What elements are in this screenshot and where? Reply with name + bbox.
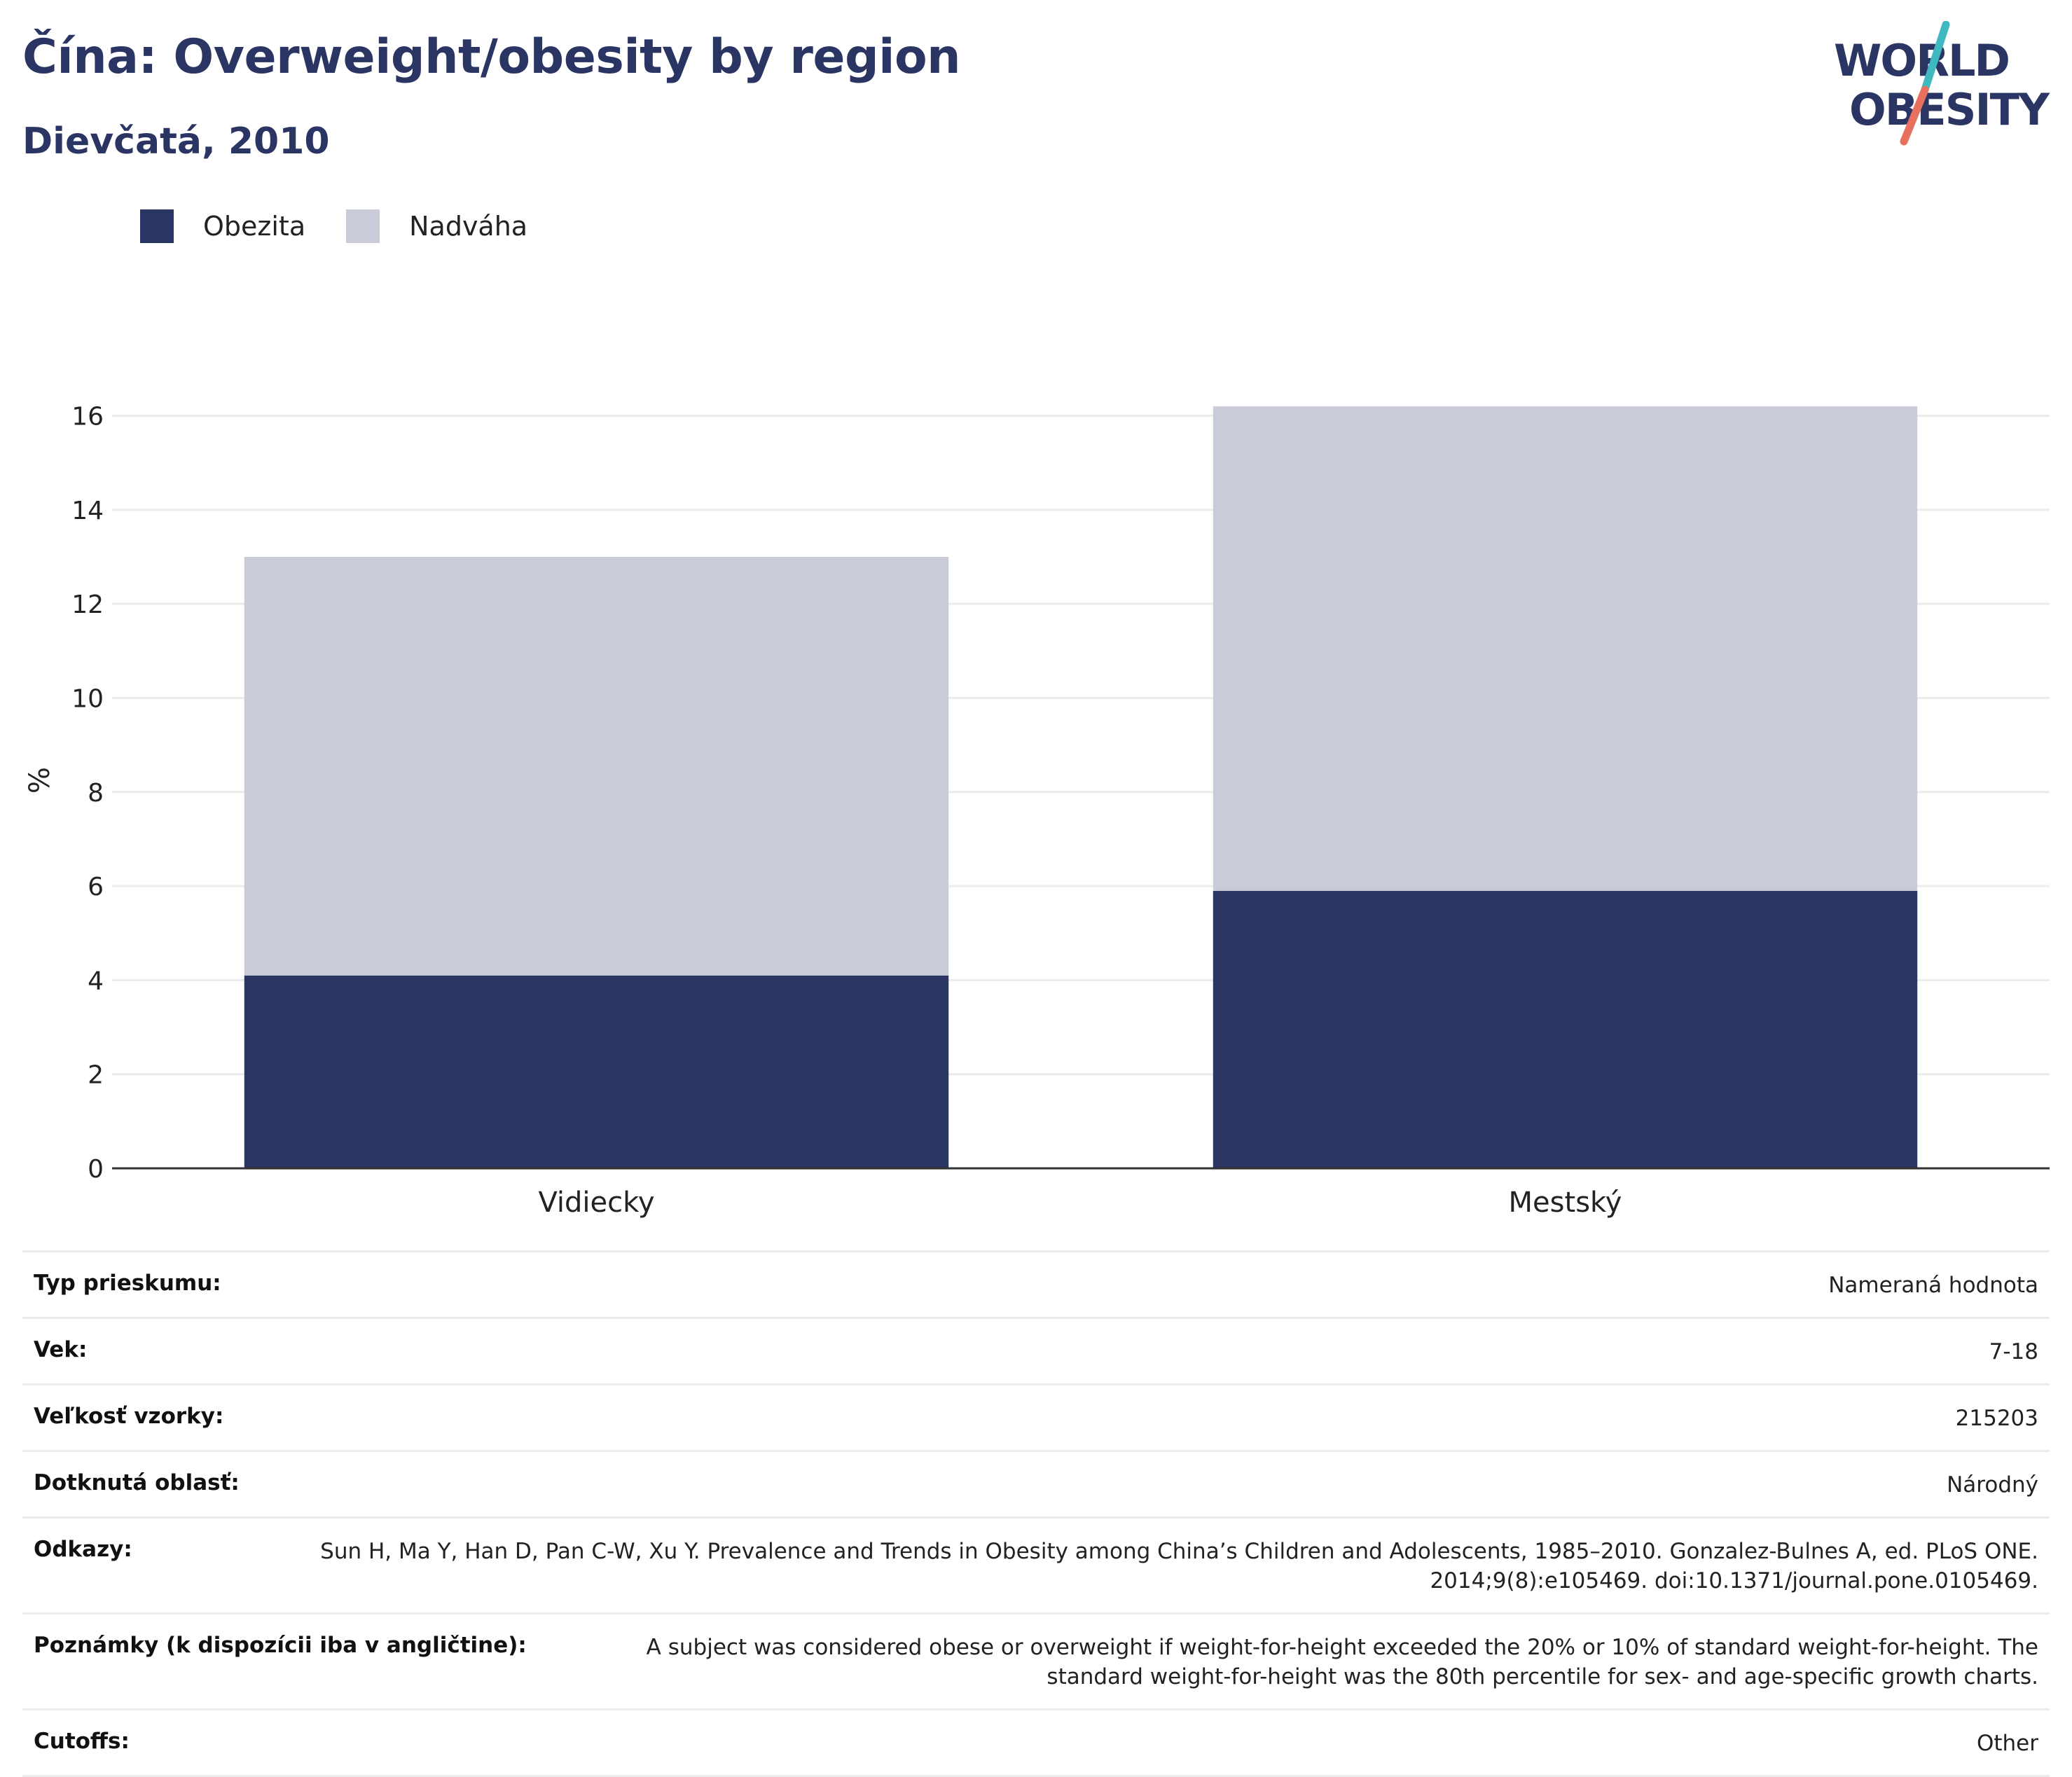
bar-obesity-rural[interactable] (244, 975, 949, 1168)
y-tick-label: 6 (88, 873, 104, 901)
bar-overweight-urban[interactable] (1213, 406, 1918, 891)
stacked-bar-chart: 0 2 4 6 8 10 12 14 16% Vidiecky Mestský (24, 403, 2050, 1219)
logo-line1: WORLD (1834, 35, 2010, 86)
info-value: Národný (1947, 1472, 2038, 1498)
chart-legend: Obezita Nadváha (140, 207, 568, 245)
info-label: Veľkosť vzorky: (34, 1404, 224, 1429)
y-tick-label: 2 (88, 1061, 104, 1090)
info-label: Odkazy: (34, 1537, 132, 1562)
y-tick-label: 16 (71, 403, 104, 431)
y-tick-label: 0 (88, 1155, 104, 1184)
logo-slash-bottom (1900, 85, 1929, 146)
info-value: A subject was considered obese or overwe… (646, 1635, 2038, 1689)
world-obesity-logo: WORLD OBESITY (1834, 21, 2050, 146)
y-tick-label: 12 (71, 590, 104, 619)
y-tick-label: 14 (71, 497, 104, 525)
info-row-age: Vek: 7-18 (22, 1317, 2050, 1383)
bar-overweight-rural[interactable] (244, 557, 949, 976)
legend-label-overweight: Nadváha (409, 211, 528, 242)
page-title: Čína: Overweight/obesity by region (22, 29, 961, 85)
info-value: Other (1976, 1731, 2038, 1756)
info-label: Dotknutá oblasť: (34, 1470, 240, 1495)
info-row-survey-type: Typ prieskumu: Nameraná hodnota (22, 1250, 2050, 1317)
bar-obesity-urban[interactable] (1213, 890, 1918, 1168)
info-label: Cutoffs: (34, 1729, 130, 1754)
y-tick-label: 8 (88, 779, 104, 808)
info-row-sample-size: Veľkosť vzorky: 215203 (22, 1383, 2050, 1450)
info-value: 7-18 (1989, 1339, 2038, 1364)
survey-info-table: Typ prieskumu: Nameraná hodnota Vek: 7-1… (22, 1250, 2050, 1777)
info-row-references: Odkazy: Sun H, Ma Y, Han D, Pan C-W, Xu … (22, 1516, 2050, 1612)
info-row-cutoffs: Cutoffs: Other (22, 1708, 2050, 1777)
y-tick-label: 4 (88, 967, 104, 995)
info-label: Poznámky (k dispozícii iba v angličtine)… (34, 1633, 527, 1658)
page-subtitle: Dievčatá, 2010 (22, 120, 330, 163)
logo-line2: OBESITY (1849, 84, 2050, 135)
y-tick-label: 10 (71, 684, 104, 713)
legend-label-obesity: Obezita (203, 211, 306, 242)
y-axis-label: % (24, 767, 56, 794)
info-value: 215203 (1955, 1406, 2038, 1431)
info-row-notes: Poznámky (k dispozícii iba v angličtine)… (22, 1612, 2050, 1708)
x-tick-label: Vidiecky (538, 1187, 654, 1219)
legend-swatch-overweight (346, 209, 380, 243)
info-value: Sun H, Ma Y, Han D, Pan C-W, Xu Y. Preva… (320, 1539, 2038, 1593)
legend-item-obesity[interactable]: Obezita (140, 209, 305, 243)
info-value: Nameraná hodnota (1828, 1273, 2038, 1298)
legend-item-overweight[interactable]: Nadváha (346, 209, 527, 243)
logo-slash-top (1921, 21, 1950, 94)
info-label: Typ prieskumu: (34, 1271, 221, 1296)
x-tick-label: Mestský (1509, 1187, 1622, 1219)
legend-swatch-obesity (140, 209, 174, 243)
info-row-area: Dotknutá oblasť: Národný (22, 1450, 2050, 1516)
info-label: Vek: (34, 1337, 88, 1362)
